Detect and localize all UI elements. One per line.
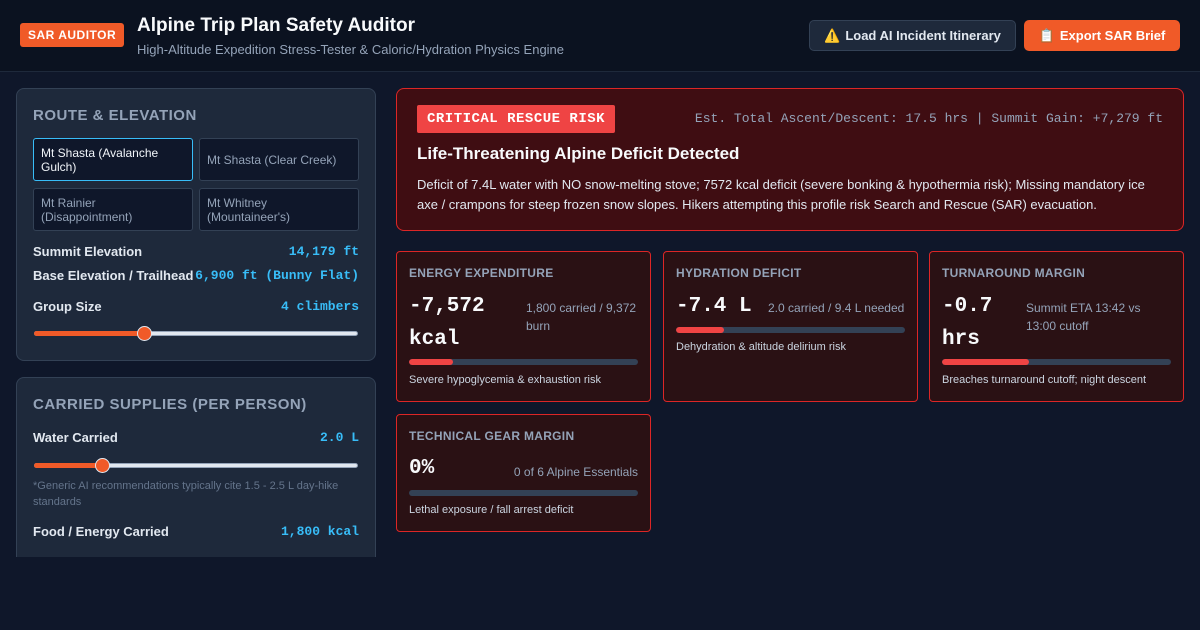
base-elevation-label: Base Elevation / Trailhead (33, 268, 194, 283)
turnaround-progress-bar (942, 359, 1171, 365)
water-carried-slider[interactable] (34, 458, 358, 473)
slider-thumb[interactable] (95, 458, 111, 473)
hydration-deficit-card: HYDRATION DEFICIT -7.4 L 2.0 carried / 9… (663, 251, 918, 402)
route-option-whitney-mountaineers[interactable]: Mt Whitney (Mountaineer's) (199, 188, 359, 231)
base-elevation-value: 6,900 ft (Bunny Flat) (195, 268, 359, 283)
card-title: TECHNICAL GEAR MARGIN (409, 429, 575, 443)
carried-supplies-panel: CARRIED SUPPLIES (PER PERSON) Water Carr… (16, 377, 376, 557)
water-carried-label: Water Carried (33, 430, 118, 445)
hydration-progress-bar (676, 327, 905, 333)
critical-risk-alert: CRITICAL RESCUE RISK Est. Total Ascent/D… (396, 88, 1184, 231)
card-value: -7,572 kcal (409, 295, 485, 351)
load-button-label: Load AI Incident Itinerary (845, 28, 1001, 43)
gear-progress-bar (409, 490, 638, 496)
export-button-label: Export SAR Brief (1059, 28, 1166, 43)
route-option-rainier-disappointment[interactable]: Mt Rainier (Disappointment) (33, 188, 193, 231)
route-option-shasta-clear-creek[interactable]: Mt Shasta (Clear Creek) (199, 138, 359, 181)
card-title: ENERGY EXPENDITURE (409, 266, 554, 280)
card-note: Severe hypoglycemia & exhaustion risk (409, 374, 601, 386)
group-size-value: 4 climbers (280, 299, 359, 314)
card-note: Breaches turnaround cutoff; night descen… (942, 374, 1147, 386)
route-option-shasta-avalanche-gulch[interactable]: Mt Shasta (Avalanche Gulch) (33, 138, 193, 181)
card-detail: 2.0 carried / 9.4 L needed (768, 301, 905, 315)
group-size-slider[interactable] (34, 326, 358, 341)
progress-fill (942, 359, 1030, 365)
app-title: Alpine Trip Plan Safety Auditor (137, 15, 415, 36)
route-elevation-panel: ROUTE & ELEVATION Mt Shasta (Avalanche G… (16, 88, 376, 361)
turnaround-margin-card: TURNAROUND MARGIN -0.7 hrs Summit ETA 13… (929, 251, 1184, 402)
technical-gear-margin-card: TECHNICAL GEAR MARGIN 0% 0 of 6 Alpine E… (396, 414, 651, 532)
card-title: TURNAROUND MARGIN (942, 266, 1086, 280)
card-note: Dehydration & altitude delirium risk (676, 341, 846, 353)
sar-auditor-badge: SAR AUDITOR (20, 23, 125, 47)
alert-heading: Life-Threatening Alpine Deficit Detected (417, 144, 740, 163)
water-recommendation-note: *Generic AI recommendations typically ci… (33, 480, 339, 508)
card-title: HYDRATION DEFICIT (676, 266, 802, 280)
energy-progress-bar (409, 359, 638, 365)
slider-fill (34, 331, 145, 336)
card-note: Lethal exposure / fall arrest deficit (409, 504, 574, 516)
summit-elevation-value: 14,179 ft (288, 244, 359, 259)
card-detail: Summit ETA 13:42 vs 13:00 cutoff (1026, 301, 1141, 333)
ascent-summary: Est. Total Ascent/Descent: 17.5 hrs | Su… (694, 111, 1163, 126)
critical-rescue-risk-tag: CRITICAL RESCUE RISK (417, 105, 616, 133)
card-detail: 0 of 6 Alpine Essentials (513, 465, 638, 479)
slider-fill (34, 463, 103, 468)
summit-elevation-label: Summit Elevation (33, 244, 143, 259)
warning-icon: ⚠️ (824, 27, 841, 43)
energy-expenditure-card: ENERGY EXPENDITURE -7,572 kcal 1,800 car… (396, 251, 651, 402)
group-size-label: Group Size (33, 299, 102, 314)
export-sar-brief-button[interactable]: 📋 Export SAR Brief (1024, 20, 1180, 51)
water-carried-value: 2.0 L (319, 430, 359, 445)
alert-description: Deficit of 7.4L water with NO snow-melti… (417, 177, 1145, 212)
progress-fill (409, 359, 453, 365)
app-subtitle: High-Altitude Expedition Stress-Tester &… (137, 42, 565, 57)
route-panel-title: ROUTE & ELEVATION (33, 107, 197, 124)
app-header: SAR AUDITOR Alpine Trip Plan Safety Audi… (0, 0, 1200, 72)
card-value: -0.7 hrs (942, 295, 993, 351)
card-detail: 1,800 carried / 9,372 burn (526, 301, 637, 333)
food-energy-label: Food / Energy Carried (33, 524, 169, 539)
card-value: 0% (409, 457, 435, 480)
progress-fill (676, 327, 725, 333)
food-energy-value: 1,800 kcal (280, 524, 359, 539)
slider-thumb[interactable] (137, 326, 153, 341)
load-incident-itinerary-button[interactable]: ⚠️ Load AI Incident Itinerary (809, 20, 1016, 51)
supplies-panel-title: CARRIED SUPPLIES (PER PERSON) (33, 396, 307, 413)
clipboard-icon: 📋 (1038, 27, 1055, 43)
card-value: -7.4 L (676, 295, 752, 318)
